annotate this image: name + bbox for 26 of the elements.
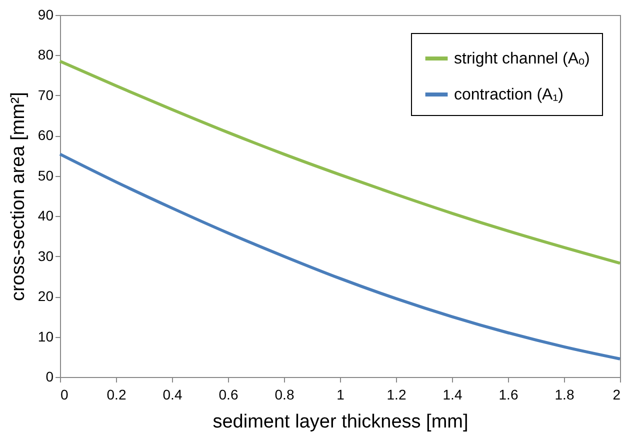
x-tick-label: 1 <box>336 386 345 402</box>
y-tick-label: 0 <box>46 368 54 384</box>
legend-label: contraction (A₁) <box>454 86 564 104</box>
y-tick-label: 20 <box>38 288 54 304</box>
x-tick-label: 0.4 <box>162 386 182 402</box>
x-tick-label: 1.6 <box>498 386 518 402</box>
y-tick-label: 80 <box>38 46 54 63</box>
legend-label: stright channel (Aₒ) <box>454 50 590 68</box>
y-tick-label: 10 <box>38 328 54 344</box>
y-tick-label: 40 <box>38 208 54 224</box>
y-axis-title: cross-section area [mm²] <box>8 92 29 302</box>
x-tick-label: 1.8 <box>554 386 574 402</box>
x-tick-label: 0.2 <box>106 386 126 402</box>
x-tick-label: 2 <box>612 386 621 402</box>
x-tick-label: 1.2 <box>386 386 406 402</box>
y-tick-label: 60 <box>38 127 54 144</box>
x-tick-label: 0.6 <box>218 386 238 402</box>
y-tick-label: 90 <box>38 6 54 22</box>
y-tick-label: 50 <box>38 167 54 184</box>
line-series <box>58 152 622 360</box>
x-tick-label: 0.8 <box>274 386 294 402</box>
x-tick-label: 1.4 <box>442 386 462 402</box>
x-axis-title: sediment layer thickness [mm] <box>212 412 468 432</box>
x-tick-label: 0 <box>60 386 68 402</box>
y-tick-label: 70 <box>38 86 54 103</box>
y-tick-label: 30 <box>38 248 54 264</box>
